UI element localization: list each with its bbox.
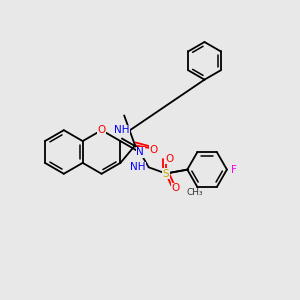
Text: N: N (136, 148, 144, 158)
Text: O: O (98, 125, 106, 135)
Text: NH: NH (114, 125, 130, 135)
Text: CH₃: CH₃ (187, 188, 203, 197)
Text: NH: NH (130, 162, 146, 172)
Text: O: O (166, 154, 174, 164)
Text: S: S (163, 169, 169, 178)
Text: O: O (172, 183, 180, 193)
Text: F: F (231, 165, 237, 175)
Text: O: O (150, 146, 158, 155)
